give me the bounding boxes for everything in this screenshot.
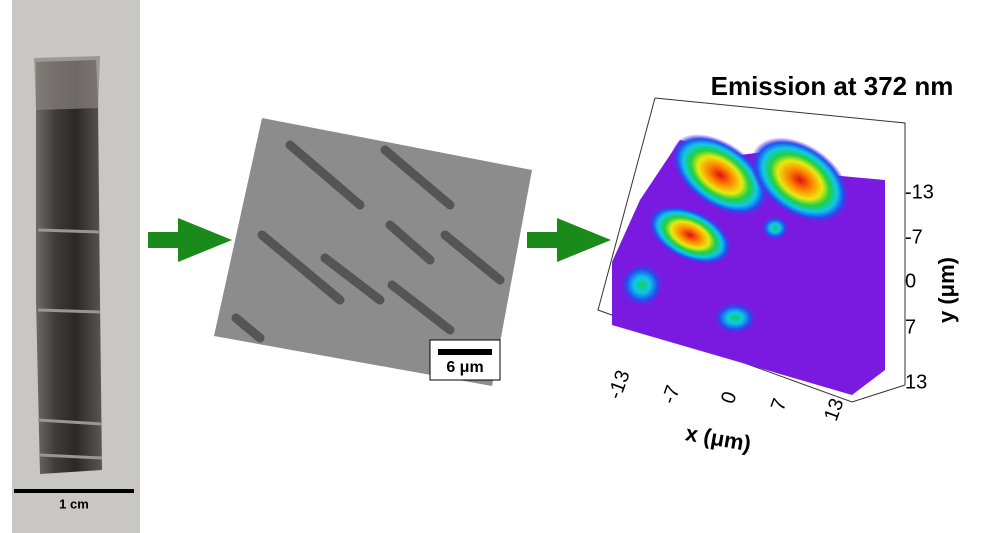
x-axis-label: x (μm): [684, 420, 753, 456]
crystal-top: [34, 56, 100, 110]
photo-scale-label: 1 cm: [59, 496, 89, 511]
y-tick-label: -13: [905, 181, 934, 203]
arrow: [148, 218, 232, 262]
y-tick-label: 13: [905, 371, 927, 393]
y-tick-label: 0: [905, 270, 916, 292]
x-tick-label: -7: [658, 383, 685, 407]
sem-scale-label: 6 μm: [446, 359, 483, 376]
crystal-rod: [36, 60, 102, 474]
emission-map: Emission at 372 nm -13 -7 0 7 13 y (μm) …: [598, 71, 959, 457]
crystal-photo: 1 cm: [12, 0, 140, 533]
y-tick-label: 7: [905, 316, 916, 338]
x-tick-label: 7: [767, 396, 791, 414]
y-ticks: -13 -7 0 7 13: [905, 181, 934, 393]
peak: [713, 302, 757, 334]
x-tick-label: 13: [820, 396, 848, 424]
map-title: Emission at 372 nm: [711, 71, 954, 101]
peak: [761, 216, 789, 240]
y-axis-label: y (μm): [934, 257, 959, 323]
figure: 1 cm 6 μm Emission at 372 nm -13 -7 0 7: [0, 0, 981, 533]
sem-image: 6 μm: [214, 118, 532, 386]
y-tick-label: -7: [905, 226, 923, 248]
x-tick-label: -13: [604, 367, 635, 402]
arrow: [527, 218, 611, 262]
x-tick-label: 0: [717, 389, 741, 407]
peak: [620, 263, 664, 307]
